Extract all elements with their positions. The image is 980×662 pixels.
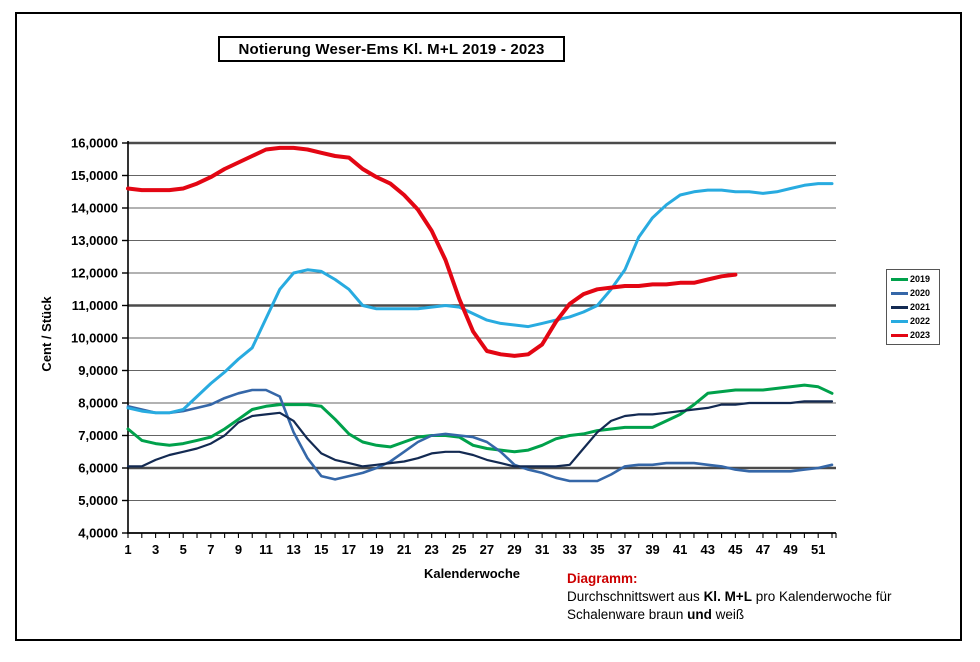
legend-line-sample-2022	[891, 319, 908, 323]
x-tick-label: 33	[562, 542, 576, 557]
y-tick-label: 16,0000	[71, 136, 118, 151]
chart-title-box: Notierung Weser-Ems Kl. M+L 2019 - 2023	[218, 36, 565, 62]
note-block: Diagramm: Durchschnittswert aus Kl. M+L …	[567, 570, 957, 624]
x-tick-label: 41	[673, 542, 687, 557]
x-tick-label: 47	[756, 542, 770, 557]
legend-item-2023: 2023	[891, 330, 939, 340]
y-tick-label: 12,0000	[71, 266, 118, 281]
x-tick-label: 17	[342, 542, 356, 557]
x-tick-label: 29	[507, 542, 521, 557]
x-tick-label: 43	[701, 542, 715, 557]
legend-line-sample-2023	[891, 333, 908, 337]
legend: 2019 2020 2021 2022 2023	[886, 269, 940, 345]
x-tick-label: 37	[618, 542, 632, 557]
x-tick-label: 49	[783, 542, 797, 557]
y-tick-label: 7,0000	[78, 428, 118, 443]
note-text: pro Kalenderwoche für	[751, 589, 892, 604]
y-tick-label: 15,0000	[71, 168, 118, 183]
x-tick-label: 45	[728, 542, 742, 557]
series-line-2019	[126, 383, 834, 454]
y-tick-label: 6,0000	[78, 461, 118, 476]
note-text-bold: Kl. M+L	[703, 589, 752, 604]
x-tick-label: 9	[235, 542, 242, 557]
legend-item-2020: 2020	[891, 288, 939, 298]
x-tick-label: 3	[152, 542, 159, 557]
x-tick-label: 7	[207, 542, 214, 557]
x-tick-label: 31	[535, 542, 549, 557]
y-tick-label: 11,0000	[72, 298, 118, 313]
legend-item-2019: 2019	[891, 274, 939, 284]
x-tick-label: 23	[424, 542, 438, 557]
y-tick-label: 13,0000	[71, 233, 118, 248]
x-tick-label: 35	[590, 542, 604, 557]
series-line-2020	[126, 388, 834, 483]
note-line-2: Durchschnittswert aus Kl. M+L pro Kalend…	[567, 588, 957, 606]
note-text: weiß	[711, 607, 745, 622]
x-tick-label: 5	[180, 542, 187, 557]
x-axis-title: Kalenderwoche	[423, 566, 521, 581]
x-tick-label: 15	[314, 542, 328, 557]
y-tick-label: 14,0000	[71, 201, 118, 216]
series-line-2022	[126, 182, 834, 415]
series-line-2023	[126, 145, 738, 358]
y-tick-label: 4,0000	[78, 526, 118, 541]
y-tick-label: 9,0000	[78, 363, 118, 378]
x-tick-label: 25	[452, 542, 466, 557]
x-tick-label: 11	[259, 542, 273, 557]
x-tick-label: 39	[645, 542, 659, 557]
outer-border-frame	[15, 12, 962, 641]
chart-title: Notierung Weser-Ems Kl. M+L 2019 - 2023	[238, 40, 545, 58]
series-line-2021	[126, 400, 834, 468]
x-tick-label: 21	[397, 542, 411, 557]
legend-label: 2021	[910, 302, 931, 312]
note-line-3: Schalenware braun und weiß	[567, 606, 957, 624]
y-tick-label: 5,0000	[78, 493, 118, 508]
legend-label: 2023	[910, 330, 931, 340]
x-tick-label: 13	[286, 542, 300, 557]
legend-line-sample-2019	[891, 277, 908, 281]
legend-item-2021: 2021	[891, 302, 939, 312]
note-text: Durchschnittswert aus	[567, 589, 704, 604]
legend-label: 2022	[910, 316, 931, 326]
legend-item-2022: 2022	[891, 316, 939, 326]
note-heading: Diagramm:	[567, 571, 638, 586]
note-text-bold: und	[687, 607, 712, 622]
legend-line-sample-2020	[891, 291, 908, 295]
y-axis-title: Cent / Stück	[39, 296, 54, 372]
legend-label: 2020	[910, 288, 931, 298]
y-tick-label: 10,0000	[71, 331, 118, 346]
x-tick-label: 27	[480, 542, 494, 557]
note-text: Schalenware braun	[567, 607, 688, 622]
legend-line-sample-2021	[891, 305, 908, 309]
x-tick-label: 19	[369, 542, 383, 557]
legend-label: 2019	[910, 274, 931, 284]
x-tick-label: 1	[124, 542, 131, 557]
y-tick-label: 8,0000	[78, 396, 118, 411]
x-tick-label: 51	[811, 542, 825, 557]
